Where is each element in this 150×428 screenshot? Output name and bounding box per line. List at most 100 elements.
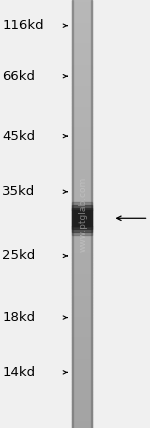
Bar — [72, 427, 92, 428]
Bar — [72, 320, 92, 321]
Bar — [72, 177, 92, 178]
Bar — [72, 51, 92, 53]
Bar — [72, 197, 92, 198]
Bar — [72, 60, 92, 61]
Bar — [72, 235, 92, 237]
Bar — [72, 268, 92, 270]
Bar — [72, 180, 92, 181]
Bar — [72, 339, 92, 341]
Bar — [72, 284, 92, 285]
Bar — [72, 123, 92, 124]
Bar — [72, 83, 92, 84]
Bar — [72, 240, 92, 241]
Bar — [72, 262, 92, 264]
Bar — [72, 191, 92, 193]
Bar — [72, 147, 92, 149]
Bar — [72, 311, 92, 312]
Bar — [72, 355, 92, 357]
Bar — [72, 93, 92, 94]
Bar — [72, 415, 92, 416]
Bar — [72, 78, 92, 80]
Bar — [72, 298, 92, 300]
Bar — [72, 388, 92, 389]
Bar — [72, 399, 92, 401]
Bar — [72, 43, 92, 44]
Bar — [72, 217, 92, 218]
Bar — [72, 106, 92, 107]
Bar — [72, 100, 92, 101]
Bar — [72, 40, 92, 42]
Bar — [72, 190, 92, 191]
Bar — [72, 146, 92, 147]
Bar — [72, 221, 92, 223]
Bar — [72, 174, 92, 175]
Bar — [72, 90, 92, 91]
Bar — [72, 234, 92, 235]
Bar — [72, 101, 92, 103]
Bar — [72, 0, 92, 1]
Bar — [72, 402, 92, 404]
Bar — [72, 10, 92, 12]
Bar — [72, 133, 92, 134]
Bar — [72, 76, 92, 77]
Text: 25kd: 25kd — [2, 250, 36, 262]
Bar — [72, 17, 92, 18]
Bar — [72, 253, 92, 254]
Bar — [72, 61, 92, 63]
Bar — [91, 0, 92, 428]
Bar — [72, 194, 92, 196]
Bar — [72, 166, 92, 167]
Bar — [72, 117, 92, 119]
Bar — [72, 425, 92, 427]
Bar — [72, 392, 92, 394]
Bar — [72, 74, 92, 76]
Bar — [72, 220, 92, 221]
Bar — [72, 30, 92, 31]
Bar — [72, 421, 92, 422]
Bar — [72, 309, 92, 311]
Bar — [72, 65, 92, 67]
Bar — [72, 256, 92, 257]
Bar — [72, 141, 92, 143]
Bar — [72, 345, 92, 347]
Bar — [72, 138, 92, 140]
Bar — [72, 7, 92, 9]
Bar — [72, 9, 92, 10]
Text: www.ptglab.com: www.ptglab.com — [79, 176, 88, 252]
Bar — [72, 84, 92, 86]
Bar — [72, 405, 92, 407]
Bar — [72, 247, 92, 248]
Bar — [72, 170, 92, 171]
Bar — [72, 39, 92, 40]
Bar — [72, 70, 92, 71]
Bar — [72, 338, 92, 339]
Bar — [72, 149, 92, 150]
Bar — [72, 172, 92, 174]
Bar — [72, 80, 92, 81]
Bar — [72, 193, 92, 194]
Bar — [72, 91, 92, 93]
Bar — [72, 89, 92, 90]
Bar — [72, 77, 92, 78]
Bar — [72, 318, 92, 320]
Bar — [72, 297, 92, 298]
Bar — [72, 250, 92, 251]
Bar — [72, 4, 92, 6]
Bar — [72, 382, 92, 384]
Bar — [72, 295, 92, 297]
Bar — [72, 328, 92, 330]
Bar — [72, 386, 92, 388]
Bar — [72, 94, 92, 95]
Bar — [72, 14, 92, 16]
Bar — [72, 347, 92, 348]
Bar — [72, 254, 92, 256]
Bar — [72, 278, 92, 279]
Bar — [72, 410, 92, 411]
Bar — [72, 374, 92, 375]
Bar — [72, 344, 92, 345]
Bar — [72, 416, 92, 418]
Bar — [72, 44, 92, 46]
Bar — [72, 251, 92, 253]
Bar — [72, 87, 92, 89]
Bar — [72, 226, 92, 232]
